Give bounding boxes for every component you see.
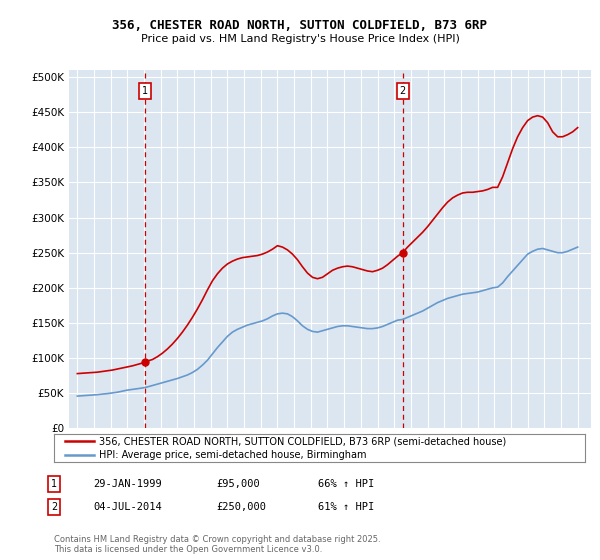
- Text: £250,000: £250,000: [216, 502, 266, 512]
- Text: 2: 2: [51, 502, 57, 512]
- Text: 356, CHESTER ROAD NORTH, SUTTON COLDFIELD, B73 6RP (semi-detached house): 356, CHESTER ROAD NORTH, SUTTON COLDFIEL…: [99, 436, 506, 446]
- Text: 1: 1: [142, 86, 148, 96]
- Text: 1: 1: [51, 479, 57, 489]
- Text: 29-JAN-1999: 29-JAN-1999: [93, 479, 162, 489]
- Text: 2: 2: [400, 86, 406, 96]
- Text: 356, CHESTER ROAD NORTH, SUTTON COLDFIELD, B73 6RP: 356, CHESTER ROAD NORTH, SUTTON COLDFIEL…: [113, 18, 487, 32]
- Text: Price paid vs. HM Land Registry's House Price Index (HPI): Price paid vs. HM Land Registry's House …: [140, 34, 460, 44]
- Text: 61% ↑ HPI: 61% ↑ HPI: [318, 502, 374, 512]
- Text: Contains HM Land Registry data © Crown copyright and database right 2025.
This d: Contains HM Land Registry data © Crown c…: [54, 535, 380, 554]
- Text: 66% ↑ HPI: 66% ↑ HPI: [318, 479, 374, 489]
- Text: 04-JUL-2014: 04-JUL-2014: [93, 502, 162, 512]
- Text: HPI: Average price, semi-detached house, Birmingham: HPI: Average price, semi-detached house,…: [99, 450, 367, 460]
- Text: £95,000: £95,000: [216, 479, 260, 489]
